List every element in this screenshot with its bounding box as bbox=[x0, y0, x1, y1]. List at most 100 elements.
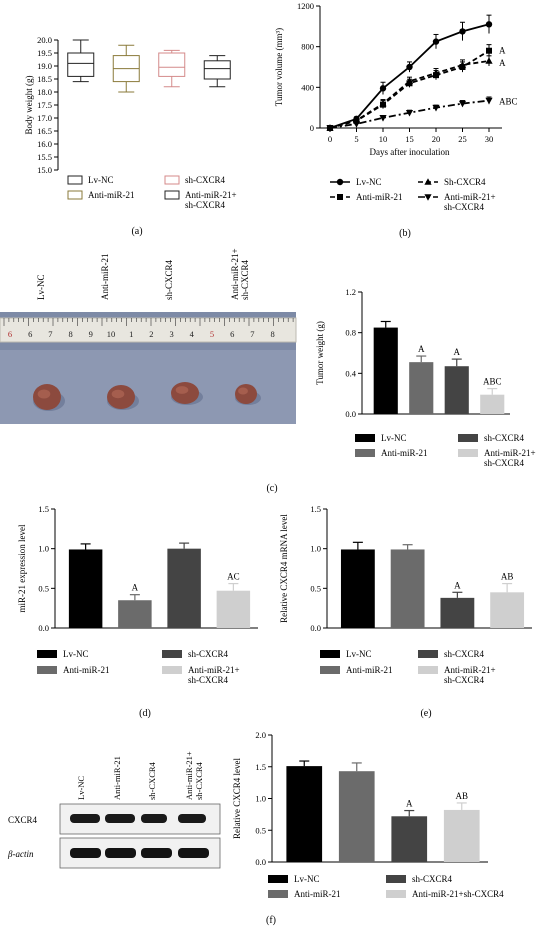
bar-e-legend-swatch bbox=[418, 650, 438, 658]
line-point bbox=[432, 38, 440, 45]
line-point bbox=[432, 104, 440, 112]
panel-label-c: (c) bbox=[266, 483, 277, 494]
panel-label-f: (f) bbox=[266, 915, 276, 926]
bar-c-legend-label: sh-CXCR4 bbox=[484, 433, 525, 443]
blot-band-cxcr4 bbox=[141, 814, 167, 823]
ruler-number: 2 bbox=[149, 329, 153, 339]
bar-e-y-label: Relative CXCR4 mRNA level bbox=[279, 514, 289, 623]
line-point bbox=[406, 63, 413, 71]
line-annotation: A bbox=[499, 58, 506, 68]
ruler-number: 7 bbox=[48, 329, 52, 339]
blot-band-actin bbox=[105, 848, 136, 858]
legend-label: Anti-miR-21 bbox=[88, 190, 135, 200]
bar-f-legend-swatch bbox=[268, 875, 288, 883]
line-y-tick-label: 0 bbox=[310, 123, 314, 133]
bar-d-legend-label: Anti-miR-21 bbox=[63, 665, 110, 675]
tumor bbox=[235, 384, 257, 404]
panel-label-b: (b) bbox=[399, 228, 411, 239]
tumor-highlight bbox=[111, 389, 125, 399]
bar-e-bar bbox=[390, 549, 425, 628]
line-point bbox=[379, 85, 387, 92]
line-y-label: Tumor volume (mm³) bbox=[274, 28, 284, 106]
bar-d-legend-label: Lv-NC bbox=[63, 649, 89, 659]
blot-band-cxcr4 bbox=[70, 814, 100, 823]
bar-f-y-tick-label: 1.5 bbox=[255, 762, 266, 772]
bar-c-y-tick-label: 0.0 bbox=[345, 409, 356, 419]
blot-band-actin bbox=[141, 848, 172, 858]
line-point bbox=[485, 57, 493, 64]
bar-c-data-label: A bbox=[418, 344, 425, 354]
blot-band-actin bbox=[70, 848, 101, 858]
bar-c-y-label: Tumor weight (g) bbox=[315, 321, 325, 385]
box-iqr bbox=[67, 52, 95, 77]
bar-e-bar bbox=[340, 549, 375, 628]
ruler-number: 8 bbox=[68, 329, 72, 339]
box-iqr bbox=[203, 60, 231, 80]
chart-cxcr4-mrna: 0.0 0.5 1.0 1.5 Relative CXCR4 mRNA level A AB… bbox=[279, 504, 532, 685]
bar-f-y-label: Relative CXCR4 level bbox=[232, 758, 242, 839]
blot-lane-label: Lv-NC bbox=[76, 776, 86, 800]
line-y-tick-label: 800 bbox=[301, 42, 314, 52]
blot-row-label-actin: β-actin bbox=[7, 849, 34, 859]
box-y-tick-label: 15.5 bbox=[37, 152, 52, 162]
line-y-tick-label: 1200 bbox=[297, 1, 314, 11]
bar-c-legend-swatch bbox=[458, 434, 478, 442]
box-y-tick-label: 15.0 bbox=[37, 165, 52, 175]
bar-f-bar bbox=[286, 766, 323, 862]
blot-band-cxcr4 bbox=[178, 814, 206, 823]
line-point bbox=[336, 178, 344, 186]
bar-f-y-tick-label: 1.0 bbox=[255, 794, 266, 804]
bar-f-legend-label: sh-CXCR4 bbox=[412, 874, 453, 884]
bar-f-y-tick-label: 0.0 bbox=[255, 857, 266, 867]
tumor-photo: Lv-NC Anti-miR-21 sh-CXCR4 Anti-miR-21+sh-C… bbox=[0, 248, 297, 424]
bar-d-bar bbox=[68, 549, 103, 628]
line-x-tick-label: 20 bbox=[432, 134, 441, 144]
bar-f-legend-label: Anti-miR-21+sh-CXCR4 bbox=[412, 889, 504, 899]
bar-c-legend-swatch bbox=[458, 449, 478, 457]
box-y-tick-label: 18.0 bbox=[37, 87, 52, 97]
ruler-number: 8 bbox=[270, 329, 274, 339]
bar-d-legend-swatch bbox=[162, 666, 182, 674]
bar-d-y-label: miR-21 expression level bbox=[17, 524, 27, 612]
line-point bbox=[352, 121, 361, 128]
box-iqr bbox=[158, 52, 186, 77]
line-point bbox=[424, 194, 432, 201]
blot-lane-label: sh-CXCR4 bbox=[147, 761, 157, 800]
box-y-tick-label: 19.0 bbox=[37, 61, 52, 71]
bar-c-y-tick-label: 0.4 bbox=[345, 368, 356, 378]
ruler-number: 6 bbox=[28, 329, 32, 339]
bar-f-legend-swatch bbox=[386, 875, 406, 883]
chart-cxcr4-protein: 0.0 0.5 1.0 1.5 2.0 Relative CXCR4 level A AB Lv… bbox=[232, 730, 504, 899]
bar-d-y-tick-label: 0.0 bbox=[38, 623, 49, 633]
blot-band-actin bbox=[178, 848, 209, 858]
box-y-tick-label: 19.5 bbox=[37, 48, 52, 58]
line-point bbox=[433, 72, 439, 79]
legend-swatch bbox=[164, 190, 180, 200]
photo-group-label: Lv-NC bbox=[36, 275, 46, 301]
bar-e-bar bbox=[440, 597, 475, 628]
line-x-tick-label: 0 bbox=[328, 134, 332, 144]
ruler-number: 9 bbox=[89, 329, 93, 339]
line-point bbox=[485, 21, 493, 28]
line-x-label: Days after inoculation bbox=[370, 147, 450, 157]
bar-f-bar bbox=[338, 771, 375, 862]
bar-f-legend-label: Anti-miR-21 bbox=[294, 889, 341, 899]
bar-d-y-tick-label: 1.5 bbox=[38, 504, 49, 514]
blot-lane-label: Anti-miR-21 bbox=[112, 756, 122, 800]
line-point bbox=[353, 117, 360, 124]
panel-label-a: (a) bbox=[131, 226, 142, 237]
bar-d-bar bbox=[216, 590, 251, 628]
bar-e-legend-swatch bbox=[418, 666, 438, 674]
bar-e-legend-label: sh-CXCR4 bbox=[444, 649, 485, 659]
chart-body-weight: 15.0 15.5 16.0 16.5 17.0 17.5 18.0 18.5 19.0 19.5… bbox=[24, 35, 237, 210]
bar-f-bar bbox=[443, 809, 480, 862]
bar-c-bar bbox=[373, 327, 398, 414]
line-point bbox=[380, 101, 386, 108]
legend-label: Lv-NC bbox=[88, 175, 114, 185]
bar-e-y-tick-label: 0.5 bbox=[310, 583, 321, 593]
bar-e-legend-label: Lv-NC bbox=[346, 649, 372, 659]
bar-c-legend-label: Anti-miR-21+ sh-CXCR4 bbox=[484, 448, 536, 468]
bar-f-y-tick-label: 2.0 bbox=[255, 730, 266, 740]
bar-e-legend-label: Anti-miR-21 bbox=[346, 665, 393, 675]
